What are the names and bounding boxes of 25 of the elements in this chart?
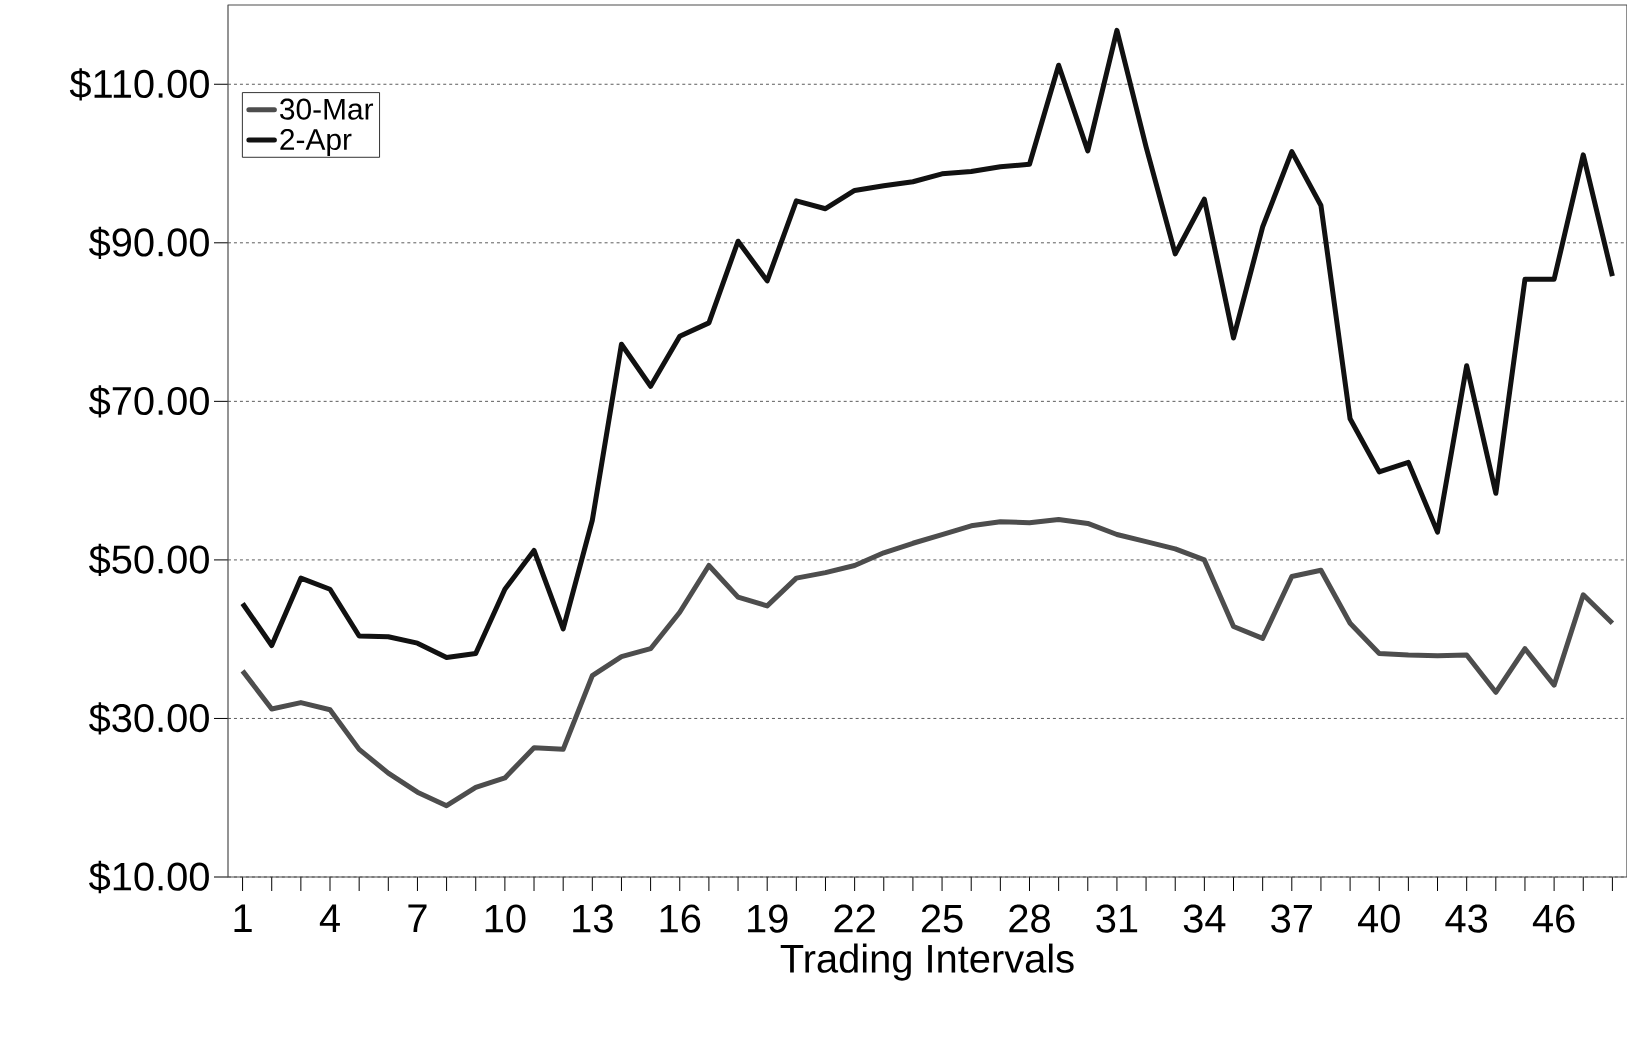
y-tick-label: $90.00: [89, 226, 209, 259]
x-tick-label: 28: [1009, 904, 1050, 933]
legend-label: 30-Mar: [280, 98, 374, 120]
x-tick-label: 13: [573, 904, 613, 933]
x-tick-label: 10: [485, 904, 526, 933]
y-tick-label: $10.00: [89, 860, 209, 894]
x-tick-label: 16: [660, 904, 701, 933]
legend-label: 2-Apr: [280, 128, 352, 157]
x-tick-label: 1: [234, 904, 252, 932]
x-tick-label: 31: [1096, 904, 1138, 933]
x-tick-label: 43: [1445, 904, 1488, 933]
y-tick-label: $70.00: [89, 385, 209, 418]
x-tick-label: 40: [1358, 904, 1400, 933]
x-axis-title: Trading Intervals: [780, 943, 1074, 981]
x-tick-label: 34: [1183, 904, 1226, 933]
x-tick-label: 25: [921, 904, 963, 933]
y-tick-label: $30.00: [89, 702, 209, 735]
y-tick-label: $50.00: [89, 543, 209, 577]
y-tick-label: $110.00: [69, 68, 209, 101]
x-tick-label: 22: [834, 904, 875, 933]
x-tick-label: 37: [1271, 904, 1312, 933]
x-tick-label: 19: [748, 904, 788, 933]
x-tick-label: 46: [1532, 904, 1575, 933]
x-tick-label: 7: [408, 904, 427, 932]
x-tick-label: 4: [319, 904, 340, 932]
